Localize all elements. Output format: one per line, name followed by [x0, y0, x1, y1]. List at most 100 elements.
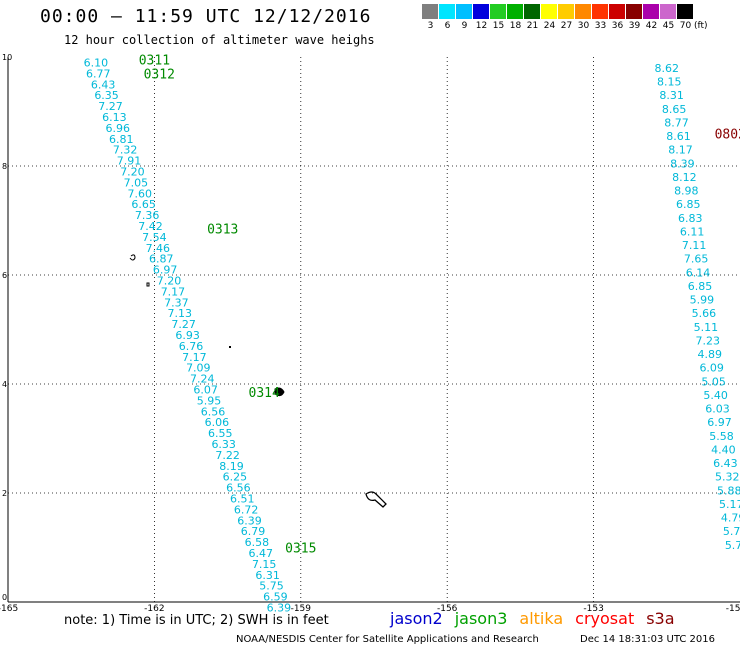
pass-time-label: 0802: [715, 127, 740, 142]
wave-height-value: 7.23: [696, 334, 721, 347]
y-tick-label: 2: [2, 489, 7, 498]
wave-height-value: 8.15: [657, 76, 682, 89]
wave-height-value: 7.60: [128, 187, 153, 200]
wave-height-value: 7.13: [168, 307, 193, 320]
pass-time-label: 0311: [139, 54, 170, 69]
wave-height-value: 4.40: [711, 443, 736, 456]
wave-height-value: 7.17: [182, 351, 207, 364]
y-tick-label: 4: [2, 380, 7, 389]
island-shape: [146, 282, 150, 287]
scale-swatch: [592, 4, 609, 19]
scale-swatch: [609, 4, 626, 19]
pass-time-label: 0314: [249, 386, 280, 401]
legend-entry-jason2: jason2: [390, 609, 443, 628]
island-shape: [365, 491, 387, 508]
wave-height-value: 4.89: [697, 348, 722, 361]
wave-height-value: 8.31: [659, 89, 684, 102]
scale-label: 3: [427, 21, 434, 31]
wave-height-value: 7.46: [146, 242, 171, 255]
y-tick-label: 8: [2, 162, 7, 171]
wave-height-value: 7.22: [215, 449, 240, 462]
wave-height-value: 7.37: [164, 296, 189, 309]
units-note: note: 1) Time is in UTC; 2) SWH is in fe…: [64, 613, 329, 628]
page-title: 00:00 – 11:59 UTC 12/12/2016: [40, 6, 372, 27]
wave-height-value: 6.39: [267, 601, 292, 614]
x-tick-label: -162: [144, 604, 164, 614]
wave-height-value: 7.09: [186, 362, 211, 375]
scale-swatch: [626, 4, 643, 19]
wave-height-value: 6.87: [149, 253, 174, 266]
wave-height-value: 7.65: [684, 253, 709, 266]
scale-swatch: [456, 4, 473, 19]
wave-height-value: 6.39: [237, 514, 262, 527]
wave-height-value: 5.40: [703, 389, 728, 402]
wave-height-value: 6.79: [241, 525, 266, 538]
wave-height-value: 7.91: [117, 155, 142, 168]
wave-height-value: 7.17: [161, 285, 186, 298]
x-tick-label: -165: [0, 604, 18, 614]
y-tick-label: 6: [2, 271, 7, 280]
wave-height-value: 7.24: [190, 373, 215, 386]
page-subtitle: 12 hour collection of altimeter wave hei…: [64, 33, 375, 47]
wave-height-value: 5.17: [719, 498, 740, 511]
color-scale: [422, 4, 694, 19]
legend-entry-cryosat: cryosat: [575, 609, 635, 628]
footer-timestamp: Dec 14 18:31:03 UTC 2016: [580, 634, 715, 645]
scale-label: 21: [526, 21, 539, 31]
y-tick-label: 0: [2, 593, 7, 602]
y-tick-label: 10: [2, 53, 12, 62]
footer-credit: NOAA/NESDIS Center for Satellite Applica…: [236, 634, 539, 645]
wave-height-value: 7.42: [138, 220, 163, 233]
wave-height-value: 6.11: [680, 225, 705, 238]
wave-height-value: 6.85: [688, 280, 713, 293]
wave-height-value: 6.58: [245, 536, 270, 549]
wave-height-value: 7.27: [98, 100, 123, 113]
pass-time-label: 0315: [285, 542, 316, 557]
scale-label: 70: [679, 21, 692, 31]
wave-height-value: 5.05: [701, 375, 726, 388]
scale-swatch: [677, 4, 694, 19]
wave-height-value: 7.20: [157, 274, 182, 287]
wave-height-value: 4.79: [721, 512, 740, 525]
scale-label: 9: [461, 21, 468, 31]
wave-height-value: 6.56: [201, 405, 226, 418]
wave-height-value: 5.32: [715, 471, 740, 484]
legend-entry-altika: altika: [519, 609, 564, 628]
scale-label: 18: [509, 21, 522, 31]
wave-height-value: 6.76: [179, 340, 204, 353]
scale-swatch: [558, 4, 575, 19]
wave-height-value: 8.39: [670, 157, 695, 170]
wave-height-value: 6.93: [175, 329, 200, 342]
satellite-legend: jason2 jason3 altika cryosat s3a: [390, 609, 687, 628]
wave-height-value: 6.83: [678, 212, 703, 225]
x-tick-label: -150: [726, 604, 740, 614]
wave-height-value: 6.81: [109, 133, 134, 146]
wave-height-value: 6.85: [676, 198, 701, 211]
scale-swatch: [643, 4, 660, 19]
scale-swatch: [524, 4, 541, 19]
wave-height-value: 7.32: [113, 144, 138, 157]
wave-height-value: 6.47: [249, 547, 274, 560]
wave-height-value: 6.59: [263, 591, 288, 604]
wave-height-value: 6.07: [193, 383, 218, 396]
scale-swatch: [507, 4, 524, 19]
wave-height-value: 6.33: [211, 438, 236, 451]
wave-height-value: 6.65: [131, 198, 156, 211]
scale-label: 27: [560, 21, 573, 31]
wave-height-value: 6.25: [223, 471, 248, 484]
island-shape: [229, 346, 231, 348]
scale-label: 42: [645, 21, 658, 31]
scale-label: 33: [594, 21, 607, 31]
wave-height-value: 8.61: [666, 130, 691, 143]
wave-height-value: 6.96: [106, 122, 131, 135]
wave-height-value: 8.12: [672, 171, 697, 184]
wave-height-value: 7.20: [120, 165, 145, 178]
wave-height-value: 8.98: [674, 185, 699, 198]
scale-label: 36: [611, 21, 624, 31]
wave-height-value: 6.10: [84, 56, 109, 69]
wave-height-value: 6.06: [205, 416, 230, 429]
wave-height-value: 6.31: [255, 569, 280, 582]
wave-height-value: 7.27: [171, 318, 196, 331]
wave-height-value: 5.70: [725, 539, 740, 552]
wave-height-value: 7.11: [682, 239, 707, 252]
